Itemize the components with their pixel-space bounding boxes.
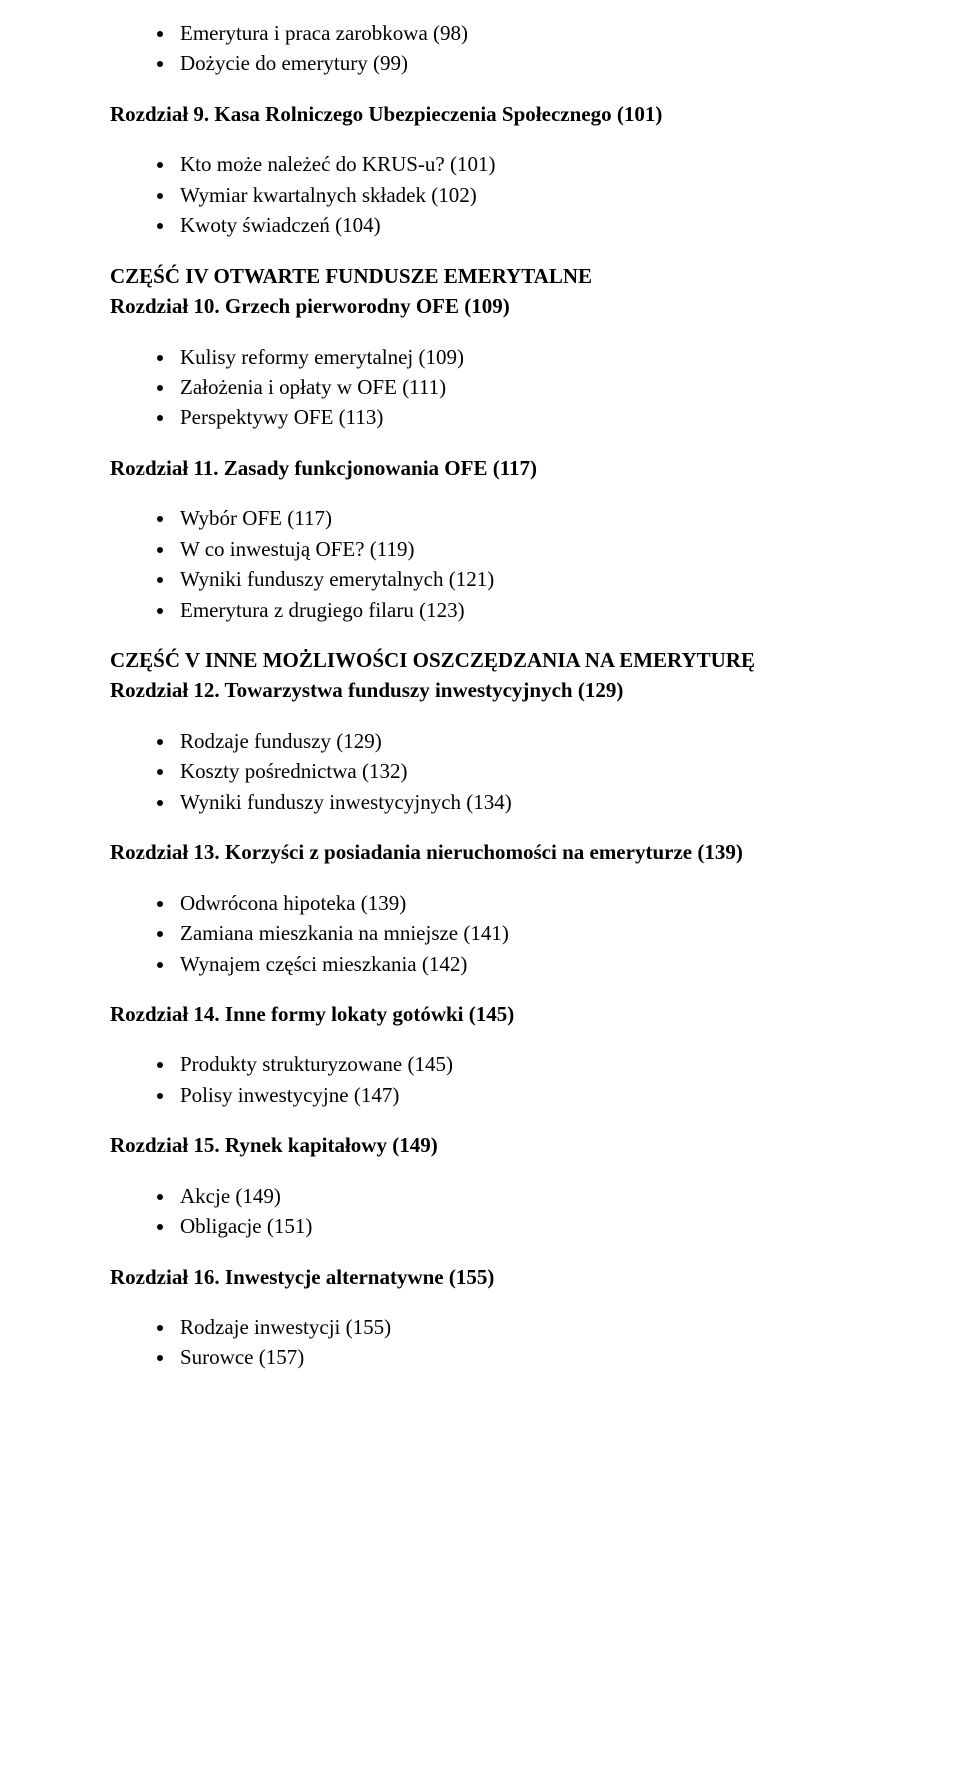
chapter-9-title: Rozdział 9. Kasa Rolniczego Ubezpieczeni…	[110, 99, 850, 129]
part-5-title: CZĘŚĆ V INNE MOŻLIWOŚCI OSZCZĘDZANIA NA …	[110, 645, 850, 675]
chapter-10-list: Kulisy reformy emerytalnej (109) Założen…	[110, 342, 850, 433]
list-item: Wymiar kwartalnych składek (102)	[176, 180, 850, 210]
chapter-12-list: Rodzaje funduszy (129) Koszty pośrednict…	[110, 726, 850, 817]
list-item: Perspektywy OFE (113)	[176, 402, 850, 432]
list-item: Polisy inwestycyjne (147)	[176, 1080, 850, 1110]
chapter-10-title: Rozdział 10. Grzech pierworodny OFE (109…	[110, 291, 850, 321]
chapter-16-title: Rozdział 16. Inwestycje alternatywne (15…	[110, 1262, 850, 1292]
list-item: Wyniki funduszy emerytalnych (121)	[176, 564, 850, 594]
chapter-14-title: Rozdział 14. Inne formy lokaty gotówki (…	[110, 999, 850, 1029]
list-item: Zamiana mieszkania na mniejsze (141)	[176, 918, 850, 948]
list-item: Rodzaje funduszy (129)	[176, 726, 850, 756]
list-item: Założenia i opłaty w OFE (111)	[176, 372, 850, 402]
list-item: Emerytura i praca zarobkowa (98)	[176, 18, 850, 48]
list-item: Produkty strukturyzowane (145)	[176, 1049, 850, 1079]
list-item: Wyniki funduszy inwestycyjnych (134)	[176, 787, 850, 817]
chapter-11-list: Wybór OFE (117) W co inwestują OFE? (119…	[110, 503, 850, 625]
chapter-15-list: Akcje (149) Obligacje (151)	[110, 1181, 850, 1242]
list-item: Koszty pośrednictwa (132)	[176, 756, 850, 786]
list-item: Kwoty świadczeń (104)	[176, 210, 850, 240]
list-item: Odwrócona hipoteka (139)	[176, 888, 850, 918]
list-item: Kulisy reformy emerytalnej (109)	[176, 342, 850, 372]
chapter-12-title: Rozdział 12. Towarzystwa funduszy inwest…	[110, 675, 850, 705]
chapter-13-title: Rozdział 13. Korzyści z posiadania nieru…	[110, 837, 850, 867]
list-item: Rodzaje inwestycji (155)	[176, 1312, 850, 1342]
section1-list: Emerytura i praca zarobkowa (98) Dożycie…	[110, 18, 850, 79]
chapter-9-list: Kto może należeć do KRUS-u? (101) Wymiar…	[110, 149, 850, 240]
chapter-14-list: Produkty strukturyzowane (145) Polisy in…	[110, 1049, 850, 1110]
list-item: Emerytura z drugiego filaru (123)	[176, 595, 850, 625]
chapter-13-list: Odwrócona hipoteka (139) Zamiana mieszka…	[110, 888, 850, 979]
list-item: Akcje (149)	[176, 1181, 850, 1211]
list-item: Wybór OFE (117)	[176, 503, 850, 533]
list-item: Kto może należeć do KRUS-u? (101)	[176, 149, 850, 179]
chapter-11-title: Rozdział 11. Zasady funkcjonowania OFE (…	[110, 453, 850, 483]
chapter-15-title: Rozdział 15. Rynek kapitałowy (149)	[110, 1130, 850, 1160]
chapter-16-list: Rodzaje inwestycji (155) Surowce (157)	[110, 1312, 850, 1373]
list-item: Obligacje (151)	[176, 1211, 850, 1241]
part-4-title: CZĘŚĆ IV OTWARTE FUNDUSZE EMERYTALNE	[110, 261, 850, 291]
list-item: Surowce (157)	[176, 1342, 850, 1372]
list-item: Dożycie do emerytury (99)	[176, 48, 850, 78]
list-item: Wynajem części mieszkania (142)	[176, 949, 850, 979]
list-item: W co inwestują OFE? (119)	[176, 534, 850, 564]
